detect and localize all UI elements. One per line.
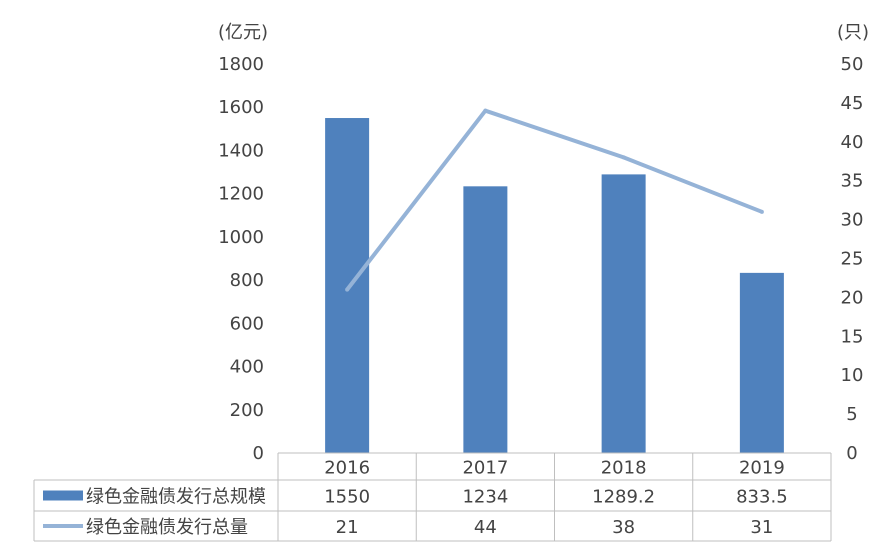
left-axis-tick-label: 1400 [218, 140, 264, 161]
right-axis-tick-label: 20 [841, 287, 864, 308]
data-table-value: 38 [612, 517, 635, 538]
left-axis-tick-label: 800 [230, 270, 264, 291]
data-table-value: 1289.2 [592, 487, 655, 508]
bar-series [325, 118, 784, 454]
left-axis-tick-label: 1800 [218, 54, 264, 75]
right-axis-unit-label: (只) [837, 22, 869, 43]
data-table-value: 1550 [324, 487, 370, 508]
bar-2017 [463, 186, 508, 453]
legend-label: 绿色金融债发行总量 [86, 517, 248, 538]
right-axis-tick-label: 30 [841, 210, 864, 231]
line-point-2017 [483, 108, 488, 113]
bar-2018 [601, 174, 646, 453]
line-point-2019 [759, 209, 764, 214]
left-axis-tick-label: 1000 [218, 227, 264, 248]
data-table: 2016 2017 2018 2019 绿色金融债发行总规模 1550 1234 1289.2… [33, 452, 832, 542]
left-axis-tick-label: 1200 [218, 184, 264, 205]
data-table-value: 44 [474, 517, 497, 538]
series-line [345, 108, 763, 291]
left-axis-unit-label: (亿元) [218, 22, 268, 43]
data-table-value: 31 [750, 517, 773, 538]
legend-key-bar [43, 490, 83, 501]
left-axis-ticks: 0 200 400 600 800 1000 1200 1400 1600 1800 [218, 54, 264, 464]
category-label: 2019 [739, 458, 785, 479]
right-axis-tick-label: 5 [846, 404, 857, 425]
bar-2016 [325, 118, 370, 454]
line-series [345, 108, 764, 292]
data-table-value: 1234 [462, 487, 508, 508]
data-table-value: 21 [336, 517, 359, 538]
left-axis-tick-label: 400 [230, 357, 264, 378]
data-table-value: 833.5 [736, 487, 788, 508]
left-axis-tick-label: 1600 [218, 97, 264, 118]
category-label: 2017 [462, 458, 508, 479]
right-axis-tick-label: 50 [841, 54, 864, 75]
right-axis-tick-label: 40 [841, 132, 864, 153]
left-axis-tick-label: 0 [253, 443, 264, 464]
left-axis-tick-label: 200 [230, 400, 264, 421]
right-axis-tick-label: 15 [841, 326, 864, 347]
category-label: 2018 [601, 458, 647, 479]
legend-label: 绿色金融债发行总规模 [86, 487, 266, 508]
category-label: 2016 [324, 458, 370, 479]
left-axis-tick-label: 600 [230, 313, 264, 334]
bar-2019 [739, 272, 784, 453]
right-axis-tick-label: 10 [841, 365, 864, 386]
right-axis-tick-label: 0 [846, 443, 857, 464]
line-point-2016 [345, 287, 350, 292]
right-axis-tick-label: 25 [841, 249, 864, 270]
line-point-2018 [621, 155, 626, 160]
right-axis-tick-label: 35 [841, 171, 864, 192]
right-axis-tick-label: 45 [841, 93, 864, 114]
right-axis-ticks: 0 5 10 15 20 25 30 35 40 45 50 [841, 54, 864, 464]
